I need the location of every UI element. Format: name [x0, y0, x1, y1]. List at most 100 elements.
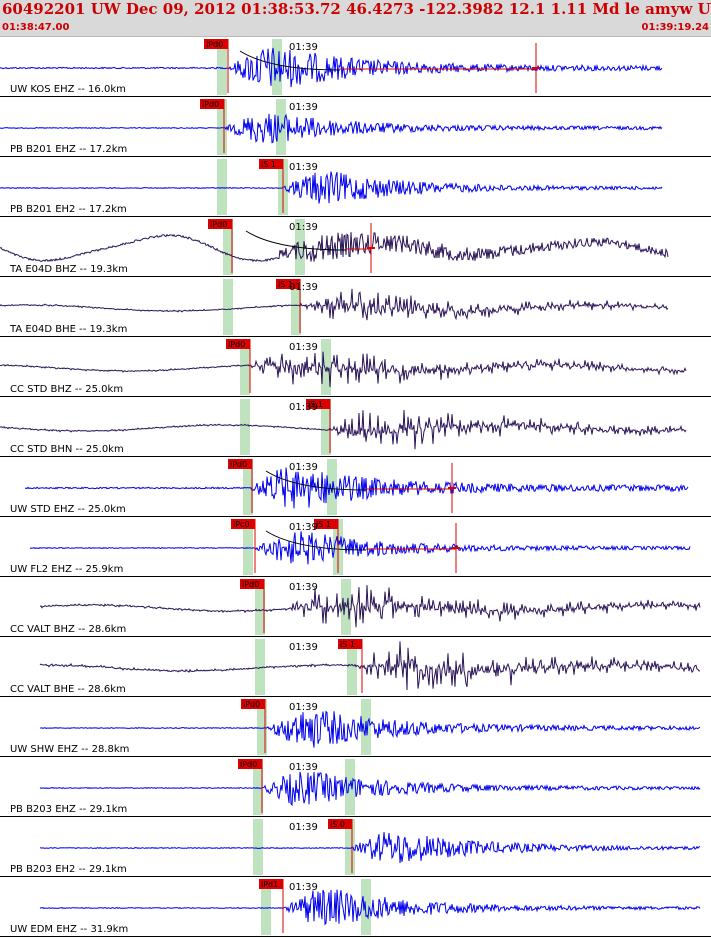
- time-window-marker: [243, 519, 253, 575]
- waveform: [29, 531, 691, 565]
- time-window-marker: [240, 399, 250, 455]
- trace-row[interactable]: iPd0 01:39 PB B203 EHZ -- 29.1km: [0, 759, 711, 817]
- phase-pick-box[interactable]: [306, 399, 330, 409]
- minute-label: 01:39: [289, 582, 318, 593]
- phase-pick-box[interactable]: [276, 279, 300, 289]
- trace-row[interactable]: iPd0 01:39 UW STD EHZ -- 25.0km: [0, 459, 711, 517]
- waveform: [39, 771, 701, 807]
- time-window-marker: [345, 819, 355, 875]
- minute-label: 01:39: [289, 462, 318, 473]
- station-label: UW SHW EHZ -- 28.8km: [10, 744, 129, 755]
- trace-row[interactable]: iS 0 01:39 PB B203 EH2 -- 29.1km: [0, 819, 711, 877]
- phase-pick-label: iPd0: [206, 40, 223, 49]
- station-label: TA E04D BHZ -- 19.3km: [9, 264, 128, 275]
- trace-row[interactable]: iPc0 iS 101:39 UW FL2 EHZ -- 25.9km: [0, 519, 711, 577]
- phase-pick-label: iS 1: [278, 280, 293, 289]
- event-title: 60492201 UW Dec 09, 2012 01:38:53.72 46.…: [2, 0, 711, 18]
- time-window-marker: [321, 399, 331, 455]
- phase-pick-box[interactable]: [238, 759, 262, 769]
- minute-label: 01:39: [289, 102, 318, 113]
- trace-row[interactable]: iS 1 01:39 PB B201 EH2 -- 17.2km: [0, 159, 711, 217]
- phase-pick-box[interactable]: [240, 579, 264, 589]
- phase-pick-label: iS 1: [340, 640, 355, 649]
- phase-pick-box[interactable]: [328, 819, 352, 829]
- station-label: UW KOS EHZ -- 16.0km: [10, 84, 126, 95]
- phase-pick-box[interactable]: [259, 159, 283, 169]
- phase-pick-label: iPd0: [230, 460, 247, 469]
- time-window-marker: [217, 39, 227, 95]
- time-window-marker: [345, 759, 355, 815]
- time-window-marker: [276, 99, 286, 155]
- station-label: PB B203 EHZ -- 29.1km: [10, 804, 127, 815]
- waveform: [0, 47, 663, 88]
- minute-label: 01:39: [289, 762, 318, 773]
- waveform: [0, 288, 669, 321]
- minute-label: 01:39: [289, 282, 318, 293]
- station-label: CC VALT BHE -- 28.6km: [10, 684, 126, 695]
- phase-pick-box[interactable]: [231, 519, 255, 529]
- time-window-marker: [223, 219, 233, 275]
- time-window-marker: [253, 759, 263, 815]
- phase-pick-label: iPd0: [242, 580, 259, 589]
- waveform: [39, 585, 701, 628]
- window-end-time: 01:39:19.24: [641, 22, 709, 33]
- waveform: [24, 467, 689, 509]
- waveform: [39, 641, 701, 691]
- minute-label: 01:39: [289, 342, 318, 353]
- phase-pick-box[interactable]: [226, 339, 250, 349]
- phase-pick-box[interactable]: [259, 879, 283, 889]
- station-label: UW STD EHZ -- 25.0km: [10, 504, 126, 515]
- phase-pick-label: iPd0: [210, 220, 227, 229]
- minute-label: 01:39: [289, 222, 318, 233]
- phase-pick-label: iPd0: [240, 760, 257, 769]
- time-window-marker: [291, 279, 301, 335]
- trace-row[interactable]: iPd0 01:39 UW KOS EHZ -- 16.0km: [0, 39, 711, 97]
- phase-pick-box[interactable]: [314, 519, 338, 529]
- phase-pick-box[interactable]: [228, 459, 252, 469]
- trace-row[interactable]: iS 101:39 TA E04D BHE -- 19.3km: [0, 279, 711, 337]
- trace-row[interactable]: iS 1 01:39 CC VALT BHE -- 28.6km: [0, 639, 711, 697]
- time-window-marker: [361, 879, 371, 935]
- waveform: [39, 832, 701, 864]
- waveform: [39, 889, 701, 926]
- minute-label: 01:39: [289, 162, 318, 173]
- phase-pick-box[interactable]: [241, 699, 265, 709]
- time-window-marker: [223, 279, 233, 335]
- station-label: PB B203 EH2 -- 29.1km: [10, 864, 127, 875]
- station-label: PB B201 EH2 -- 17.2km: [10, 204, 127, 215]
- seismogram-plot[interactable]: iPd0 01:39 UW KOS EHZ -- 16.0km iPd0 01:39 PB…: [0, 37, 711, 938]
- trace-panel[interactable]: iPd0 01:39 UW KOS EHZ -- 16.0km iPd0 01:39 PB…: [0, 37, 711, 938]
- time-window-marker: [272, 39, 282, 95]
- station-label: CC VALT BHZ -- 28.6km: [10, 624, 126, 635]
- station-label: CC STD BHN -- 25.0km: [10, 444, 124, 455]
- coda-fit-curve: [265, 530, 367, 551]
- phase-pick-box[interactable]: [338, 639, 362, 649]
- waveform: [0, 171, 663, 204]
- waveform: [0, 351, 687, 388]
- waveform: [0, 232, 669, 263]
- waveform: [0, 409, 687, 450]
- trace-row[interactable]: iPd0 01:39 TA E04D BHZ -- 19.3km: [0, 219, 711, 277]
- trace-row[interactable]: iPd0 01:39 CC STD BHZ -- 25.0km: [0, 339, 711, 397]
- minute-label: 01:39: [289, 642, 318, 653]
- station-label: PB B201 EHZ -- 17.2km: [10, 144, 127, 155]
- trace-row[interactable]: iPd0 01:39 UW SHW EHZ -- 28.8km: [0, 699, 711, 757]
- phase-pick-box[interactable]: [200, 99, 224, 109]
- trace-row[interactable]: iPd0 01:39 CC VALT BHZ -- 28.6km: [0, 579, 711, 637]
- trace-row[interactable]: iPd0 01:39 PB B201 EHZ -- 17.2km: [0, 99, 711, 157]
- minute-label: 01:39: [289, 42, 318, 53]
- time-window-marker: [217, 99, 227, 155]
- trace-row[interactable]: iPd1 01:39 UW EDM EHZ -- 31.9km: [0, 879, 711, 937]
- phase-pick-label: iPd0: [202, 100, 219, 109]
- time-window-marker: [257, 699, 267, 755]
- phase-pick-label: iPc0: [233, 520, 250, 529]
- phase-pick-box[interactable]: [208, 219, 232, 229]
- trace-row[interactable]: iS 101:39 CC STD BHN -- 25.0km: [0, 399, 711, 457]
- station-label: TA E04D BHE -- 19.3km: [9, 324, 127, 335]
- phase-pick-box[interactable]: [204, 39, 228, 49]
- phase-pick-label: iS 1: [308, 400, 323, 409]
- time-window-marker: [255, 579, 265, 635]
- coda-fit-curve: [239, 50, 341, 71]
- waveform: [0, 113, 663, 144]
- time-window-marker: [321, 339, 331, 395]
